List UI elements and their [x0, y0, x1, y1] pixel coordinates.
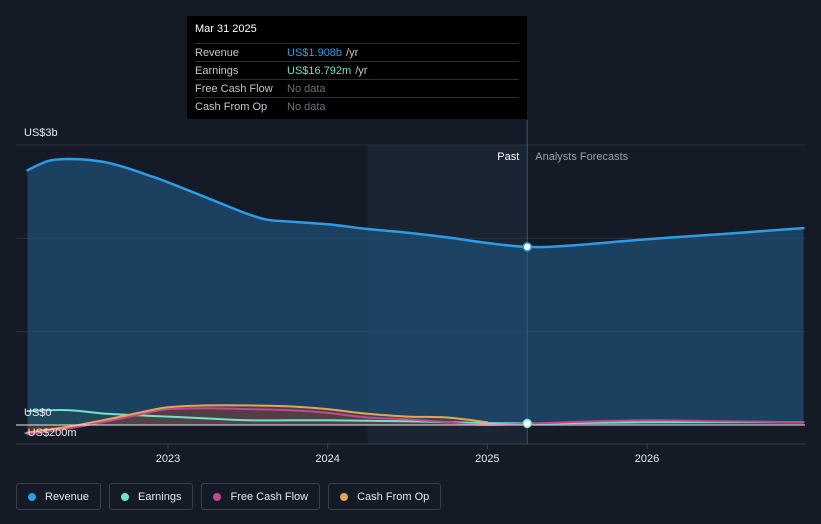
- legend-label: Revenue: [45, 490, 90, 503]
- legend-free-cash-flow[interactable]: Free Cash Flow: [201, 483, 321, 510]
- tooltip-value: US$16.792m: [287, 64, 352, 77]
- y-axis-label-zero: US$0: [24, 407, 52, 419]
- line-free-cash-flow: [26, 407, 805, 436]
- tooltip-row-revenue: Revenue US$1.908b /yr: [195, 43, 519, 61]
- chart-legend: Revenue Earnings Free Cash Flow Cash Fro…: [16, 483, 442, 510]
- area-revenue: [27, 158, 804, 426]
- legend-earnings[interactable]: Earnings: [109, 483, 194, 510]
- y-axis-label-negative: -US$200m: [24, 427, 77, 439]
- series-lines: [26, 157, 805, 436]
- tooltip-unit: /yr: [355, 64, 368, 77]
- x-axis-ticks: 2023 2024 2025 2026: [156, 444, 659, 465]
- hover-markers: [522, 242, 532, 429]
- x-tick-label: 2024: [315, 453, 339, 465]
- legend-label: Earnings: [138, 490, 182, 503]
- line-revenue: [26, 157, 805, 249]
- tooltip-key: Cash From Op: [195, 100, 268, 113]
- legend-dot-icon: [121, 492, 130, 501]
- x-tick-label: 2025: [475, 453, 499, 465]
- area-earnings: [27, 409, 804, 425]
- tooltip-value: No data: [287, 100, 326, 113]
- tooltip-row-cash-from-op: Cash From Op No data: [195, 97, 519, 115]
- tooltip-date: Mar 31 2025: [195, 23, 257, 35]
- legend-label: Free Cash Flow: [230, 490, 309, 503]
- tooltip-key: Earnings: [195, 64, 239, 77]
- legend-cash-from-op[interactable]: Cash From Op: [328, 483, 442, 510]
- tooltip-unit: /yr: [346, 46, 359, 59]
- tooltip-key: Free Cash Flow: [195, 82, 273, 95]
- x-tick-label: 2026: [635, 453, 659, 465]
- tooltip-row-earnings: Earnings US$16.792m /yr: [195, 61, 519, 79]
- tooltip-value: No data: [287, 82, 326, 95]
- y-axis-label-top: US$3b: [24, 127, 58, 139]
- hover-tooltip: Mar 31 2025 Revenue US$1.908b /yr Earnin…: [187, 16, 527, 119]
- tooltip-key: Revenue: [195, 46, 240, 59]
- legend-revenue[interactable]: Revenue: [16, 483, 102, 510]
- revenue-marker: [522, 242, 532, 252]
- legend-label: Cash From Op: [357, 490, 430, 503]
- legend-dot-icon: [28, 492, 36, 501]
- legend-dot-icon: [340, 492, 349, 501]
- line-cash-from-op: [26, 404, 489, 434]
- x-tick-label: 2023: [156, 453, 180, 465]
- earnings-marker: [522, 418, 532, 429]
- tooltip-value: US$1.908b: [287, 46, 343, 59]
- past-region-label: Past: [497, 151, 519, 163]
- chart: US$3b US$0 -US$200m Past Analysts Foreca…: [16, 120, 805, 465]
- forecast-region-label: Analysts Forecasts: [535, 151, 628, 163]
- legend-dot-icon: [213, 492, 222, 501]
- tooltip-row-free-cash-flow: Free Cash Flow No data: [195, 79, 519, 97]
